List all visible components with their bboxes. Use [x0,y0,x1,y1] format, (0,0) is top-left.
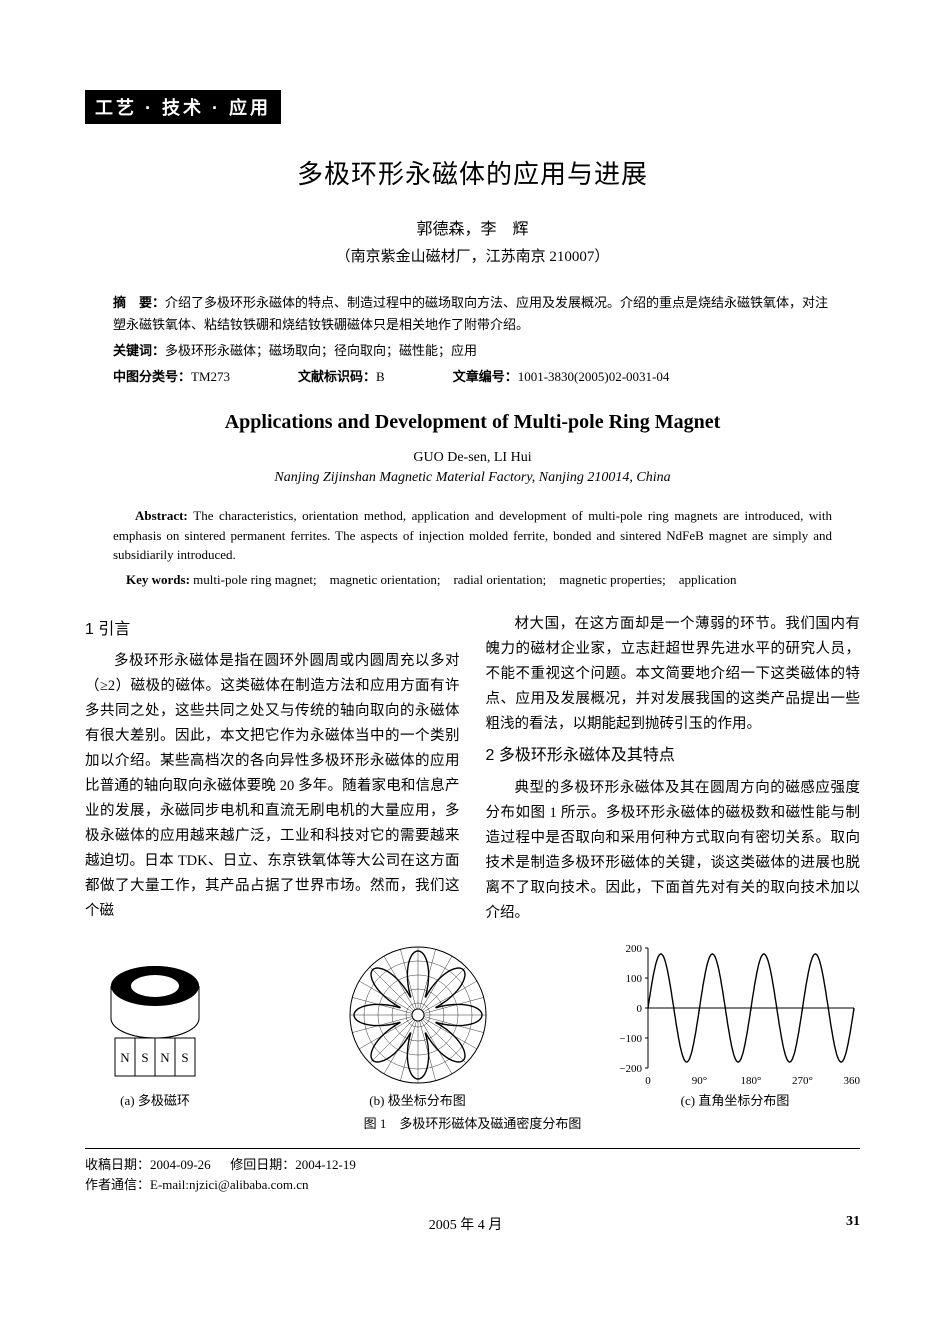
abstract-en: Abstract: The characteristics, orientati… [85,506,860,565]
ring-magnet-icon: N S N S [85,950,225,1090]
pole-label: N [160,1050,170,1065]
svg-text:90°: 90° [692,1075,707,1087]
section-2-head: 2 多极环形永磁体及其特点 [486,742,861,770]
body-columns: 1 引言 多极环形永磁体是指在圆环外圆周或内圆周充以多对（≥2）磁极的磁体。这类… [85,612,860,926]
articleno: 1001-3830(2005)02-0031-04 [518,369,670,384]
keywords-cn-label: 关键词： [113,343,165,358]
svg-text:0: 0 [637,1003,643,1015]
received-date: 2004-09-26 [150,1157,211,1172]
section-1-body: 多极环形永磁体是指在圆环外圆周或内圆周充以多对（≥2）磁极的磁体。这类磁体在制造… [85,649,460,923]
section-tag: 工艺 · 技术 · 应用 [85,90,281,124]
abstract-cn-text: 介绍了多极环形永磁体的特点、制造过程中的磁场取向方法、应用及发展概况。介绍的重点… [113,295,828,332]
classno: TM273 [191,369,230,384]
cartesian-chart: −200 −100 0 100 200 0 90° 180° 270° 360° [610,940,860,1090]
figure-1-caption: 图 1 多极环形磁体及磁通密度分布图 [85,1113,860,1132]
column-left: 1 引言 多极环形永磁体是指在圆环外圆周或内圆周充以多对（≥2）磁极的磁体。这类… [85,612,460,926]
revised-label: 修回日期： [230,1157,295,1172]
authors-cn: 郭德森，李 辉 [85,215,860,239]
keywords-cn: 关键词：多极环形永磁体；磁场取向；径向取向；磁性能；应用 [85,340,860,362]
authors-en: GUO De-sen, LI Hui [85,450,860,466]
svg-text:360°: 360° [844,1075,860,1087]
title-en: Applications and Development of Multi-po… [85,411,860,434]
section-1-head: 1 引言 [85,616,460,644]
svg-text:−200: −200 [619,1063,642,1075]
pole-label: S [181,1050,188,1065]
svg-text:200: 200 [626,943,643,955]
pole-label: N [120,1050,130,1065]
pole-label: S [141,1050,148,1065]
figure-1b: (b) 极坐标分布图 [333,940,503,1109]
affiliation-en: Nanjing Zijinshan Magnetic Material Fact… [85,470,860,486]
section-2-body: 典型的多极环形永磁体及其在圆周方向的磁感应强度分布如图 1 所示。多极环形永磁体… [486,776,861,926]
keywords-en: Key words: multi-pole ring magnet; magne… [85,569,860,588]
svg-text:180°: 180° [741,1075,762,1087]
abstract-en-text: The characteristics, orientation method,… [113,508,832,562]
polar-pattern-icon [333,940,503,1090]
footer-block: 收稿日期：2004-09-26 修回日期：2004-12-19 作者通信：E-m… [85,1148,860,1197]
figure-1c: −200 −100 0 100 200 0 90° 180° 270° 360° (c) 直角坐标… [610,940,860,1109]
meta-row: 中图分类号：TM273 文献标识码：B 文章编号：1001-3830(2005)… [85,366,860,385]
column-right: 材大国，在这方面却是一个薄弱的环节。我们国内有魄力的磁材企业家，立志赶超世界先进… [486,612,861,926]
articleno-label: 文章编号： [453,369,518,384]
abstract-cn-label: 摘 要： [113,295,165,310]
revised-date: 2004-12-19 [295,1157,356,1172]
received-label: 收稿日期： [85,1157,150,1172]
figure-1a-caption: (a) 多极磁环 [85,1090,225,1109]
contact-email: E-mail:njzici@alibaba.com.cn [150,1177,309,1192]
affiliation-cn: （南京紫金山磁材厂，江苏南京 210007） [85,245,860,266]
page-number: 31 [846,1214,860,1234]
keywords-cn-text: 多极环形永磁体；磁场取向；径向取向；磁性能；应用 [165,343,477,358]
svg-text:0: 0 [645,1075,651,1087]
column-right-continuation: 材大国，在这方面却是一个薄弱的环节。我们国内有魄力的磁材企业家，立志赶超世界先进… [486,612,861,737]
abstract-en-label: Abstract: [135,508,193,523]
keywords-en-label: Key words: [126,572,193,587]
page-footer: 2005 年 4 月 31 [85,1214,860,1234]
title-cn: 多极环形永磁体的应用与进展 [85,154,860,191]
figure-1a: N S N S (a) 多极磁环 [85,950,225,1109]
figure-1b-caption: (b) 极坐标分布图 [333,1090,503,1109]
svg-text:−100: −100 [619,1033,642,1045]
issue-date: 2005 年 4 月 [429,1214,503,1234]
keywords-en-text: multi-pole ring magnet; magnetic orienta… [193,572,736,587]
doccode-label: 文献标识码： [298,369,376,384]
svg-text:270°: 270° [792,1075,813,1087]
classno-label: 中图分类号： [113,369,191,384]
svg-text:100: 100 [626,973,643,985]
figure-1c-caption: (c) 直角坐标分布图 [610,1090,860,1109]
figure-1: N S N S (a) 多极磁环 (b) 极坐标分布图 −200 −100 0 100… [85,940,860,1109]
doccode: B [376,369,385,384]
abstract-cn: 摘 要：介绍了多极环形永磁体的特点、制造过程中的磁场取向方法、应用及发展概况。介… [85,292,860,336]
contact-label: 作者通信： [85,1177,150,1192]
